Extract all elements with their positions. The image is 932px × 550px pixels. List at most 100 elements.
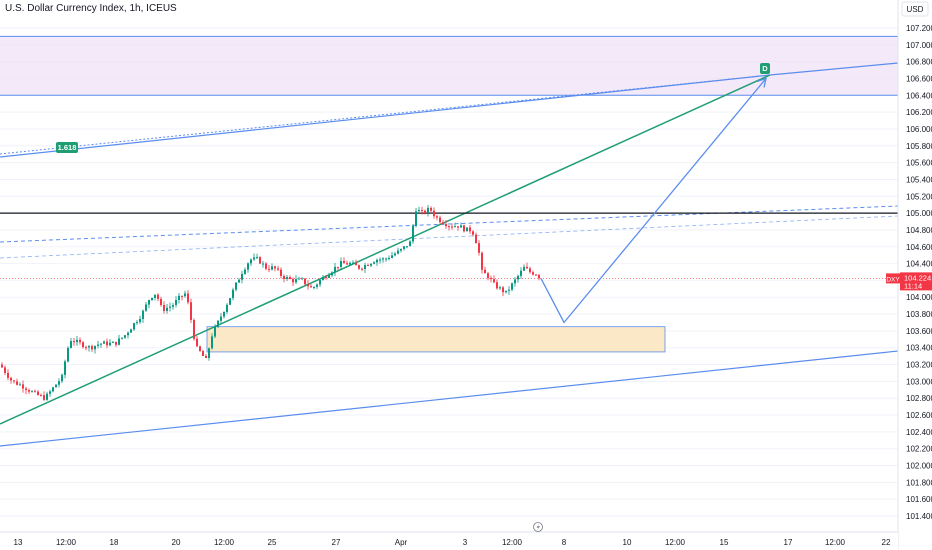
candle (346, 263, 348, 265)
candle (196, 338, 198, 347)
candle (172, 305, 174, 307)
candle (466, 227, 468, 232)
candle (520, 270, 522, 276)
candle (124, 335, 126, 338)
y-tick-label: 107.200 (906, 24, 932, 33)
candle (454, 226, 456, 228)
candle (361, 268, 363, 270)
candle (430, 207, 432, 211)
candle (220, 316, 222, 321)
candle (205, 355, 207, 359)
candle (166, 307, 168, 311)
candle (268, 268, 270, 270)
candle (130, 329, 132, 333)
candle (19, 384, 21, 386)
candle (7, 372, 9, 378)
candle (64, 361, 66, 375)
y-tick-label: 104.600 (906, 243, 932, 252)
y-tick-label: 104.800 (906, 226, 932, 235)
y-tick-label: 101.400 (906, 512, 932, 521)
candle (193, 319, 195, 339)
candle (271, 266, 273, 270)
candle (202, 351, 204, 356)
y-tick-label: 105.400 (906, 175, 932, 184)
candle (106, 341, 108, 346)
candle (148, 300, 150, 305)
y-tick-label: 103.800 (906, 310, 932, 319)
candle (226, 304, 228, 312)
candle (487, 273, 489, 279)
candle (247, 263, 249, 270)
time-axis (0, 532, 898, 550)
candle (55, 384, 57, 388)
x-tick-label: 12:00 (825, 538, 846, 547)
candle (514, 279, 516, 284)
candle (433, 210, 435, 217)
candle (304, 278, 306, 285)
candle (43, 395, 45, 400)
candle (349, 262, 351, 265)
y-tick-label: 103.000 (906, 377, 932, 386)
candle (136, 322, 138, 324)
candle (178, 295, 180, 300)
candle (451, 226, 453, 228)
point-d-text: D (762, 64, 768, 73)
candle (292, 279, 294, 283)
candle (532, 272, 534, 275)
candle (334, 266, 336, 273)
candle (139, 318, 141, 323)
x-tick-label: 12:00 (56, 538, 77, 547)
candle (373, 262, 375, 264)
x-tick-label: 12:00 (502, 538, 523, 547)
candle (406, 246, 408, 248)
candle (445, 224, 447, 227)
x-tick-label: 13 (14, 538, 23, 547)
x-tick-label: 12:00 (214, 538, 235, 547)
point-d-label (760, 63, 770, 74)
candle (217, 320, 219, 327)
candle (88, 346, 90, 348)
candle (322, 277, 324, 281)
candle (238, 279, 240, 283)
candle (511, 283, 513, 290)
candle (103, 341, 105, 344)
candle (100, 343, 102, 345)
candle (376, 259, 378, 263)
candle (46, 393, 48, 400)
y-tick-label: 103.400 (906, 344, 932, 353)
candle (145, 304, 147, 311)
candle (160, 298, 162, 306)
candle (499, 287, 501, 289)
candle (325, 277, 327, 279)
candle (412, 225, 414, 242)
candle (34, 391, 36, 393)
candle (259, 257, 261, 264)
candle (127, 332, 129, 336)
candle (31, 391, 33, 393)
y-tick-label: 105.000 (906, 209, 932, 218)
candle (244, 269, 246, 274)
candle (256, 257, 258, 259)
y-tick-label: 107.000 (906, 41, 932, 50)
candle (295, 279, 297, 283)
candle (223, 311, 225, 317)
dashed-channel-upper (0, 205, 899, 243)
candle (49, 391, 51, 394)
candle (523, 266, 525, 271)
y-tick-label: 101.600 (906, 495, 932, 504)
y-tick-label: 102.200 (906, 445, 932, 454)
currency-label: USD (907, 5, 924, 14)
candle (439, 217, 441, 223)
candle (253, 257, 255, 260)
y-tick-label: 106.200 (906, 108, 932, 117)
candle (316, 284, 318, 287)
y-tick-label: 106.600 (906, 74, 932, 83)
candle (403, 246, 405, 249)
candle (517, 275, 519, 280)
candle (313, 286, 315, 288)
candle (184, 293, 186, 297)
candle (28, 390, 30, 392)
fib-1618-label (56, 142, 78, 153)
